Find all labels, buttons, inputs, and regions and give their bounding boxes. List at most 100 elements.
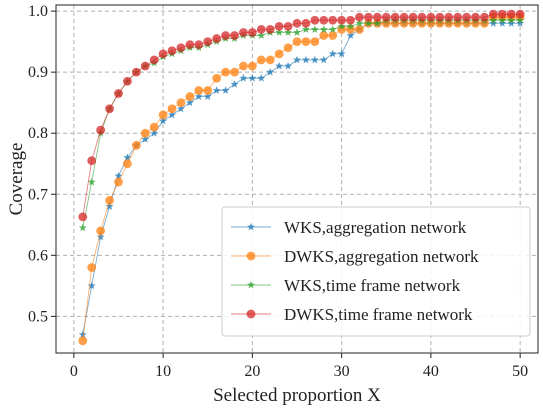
data-point — [239, 74, 248, 82]
legend-box — [221, 206, 531, 337]
data-point — [203, 37, 213, 47]
x-tick-label: 40 — [423, 363, 439, 380]
y-tick-label: 0.5 — [28, 308, 48, 325]
x-tick-label: 20 — [244, 363, 260, 380]
data-point — [230, 31, 239, 40]
data-point — [284, 61, 293, 70]
data-point — [114, 89, 123, 98]
data-point — [248, 74, 257, 82]
x-tick-label: 0 — [70, 363, 78, 380]
data-point — [337, 22, 346, 30]
data-point — [230, 67, 239, 77]
data-point — [140, 61, 150, 71]
data-point — [167, 46, 177, 56]
series-line — [82, 19, 521, 228]
data-point — [310, 55, 319, 64]
data-point — [167, 104, 177, 114]
data-point — [301, 55, 310, 64]
data-point — [274, 49, 284, 59]
legend-item: DWKS,time frame network — [231, 305, 473, 324]
data-point — [114, 177, 123, 187]
data-point — [328, 25, 337, 33]
data-point — [194, 40, 204, 50]
data-point — [319, 55, 328, 64]
data-point — [328, 15, 338, 25]
data-point — [444, 18, 454, 28]
data-point — [256, 25, 266, 34]
data-point — [462, 18, 471, 28]
data-point — [506, 9, 516, 19]
data-point — [105, 195, 114, 205]
y-tick-label: 1.0 — [28, 3, 48, 20]
y-tick-label: 0.6 — [28, 247, 48, 264]
data-point — [301, 37, 311, 47]
data-point — [266, 67, 275, 76]
data-point — [203, 92, 212, 100]
series-3 — [78, 16, 525, 232]
legend-label: WKS,aggregation network — [284, 218, 467, 237]
data-point — [489, 16, 498, 24]
data-point — [96, 232, 105, 241]
data-point — [462, 12, 471, 22]
data-point — [149, 55, 159, 65]
data-point — [96, 226, 106, 236]
data-point — [426, 18, 436, 28]
data-point — [221, 31, 230, 40]
data-point — [149, 122, 159, 132]
data-point — [123, 159, 132, 169]
data-point — [293, 55, 301, 64]
series-2 — [78, 12, 525, 346]
data-point — [87, 263, 97, 272]
series-4 — [78, 9, 525, 222]
data-point — [372, 12, 382, 22]
data-point — [319, 15, 329, 25]
data-point — [283, 43, 293, 53]
data-point — [319, 25, 328, 33]
data-point — [212, 86, 221, 94]
data-point — [408, 18, 418, 28]
data-point — [417, 12, 427, 22]
data-point — [489, 19, 498, 27]
data-point — [194, 86, 204, 95]
data-point — [212, 73, 222, 83]
data-point — [78, 336, 88, 346]
legend: WKS,aggregation network DWKS,aggregation … — [221, 206, 531, 337]
data-point — [417, 18, 427, 28]
data-point — [319, 31, 329, 40]
data-point — [301, 18, 311, 28]
data-point — [275, 61, 284, 70]
data-point — [256, 55, 266, 65]
data-point — [390, 12, 400, 22]
y-tick-label: 0.7 — [28, 186, 48, 203]
data-point — [399, 12, 409, 22]
data-point — [310, 37, 320, 47]
data-point — [221, 86, 230, 94]
data-point — [310, 15, 320, 25]
data-point — [435, 18, 445, 28]
data-point — [158, 110, 168, 120]
data-point — [488, 9, 498, 19]
data-point — [158, 49, 168, 59]
data-point — [293, 28, 301, 36]
data-point — [480, 18, 489, 28]
data-point — [346, 31, 355, 39]
data-point — [301, 25, 310, 33]
data-point — [292, 18, 302, 28]
data-point — [346, 25, 355, 34]
data-point — [265, 55, 275, 65]
data-point — [176, 43, 186, 53]
data-point — [131, 67, 141, 77]
data-point — [310, 25, 319, 33]
data-point — [515, 9, 525, 19]
data-point — [480, 12, 489, 22]
legend-label: DWKS,aggregation network — [284, 247, 479, 266]
data-point — [185, 40, 195, 50]
data-point — [274, 21, 284, 31]
data-point — [453, 18, 463, 28]
data-point — [247, 61, 257, 71]
series-line — [82, 13, 521, 217]
data-point — [140, 128, 150, 138]
data-point — [507, 16, 516, 24]
data-point — [364, 19, 373, 27]
legend-marker — [246, 309, 256, 319]
